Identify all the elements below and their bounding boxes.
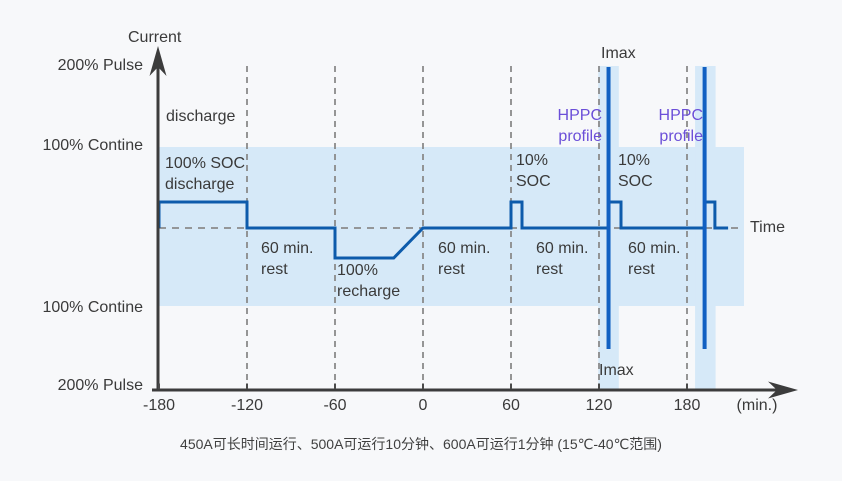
x-tick-label: -60	[323, 397, 347, 414]
x-tick-label: -180	[142, 397, 176, 414]
axis-arrow-up-icon	[149, 46, 167, 76]
annotation-imax-bottom: Imax	[599, 362, 634, 379]
axis-arrow-right-icon	[768, 381, 798, 399]
x-tick-label: -120	[230, 397, 264, 414]
annotation-rest3: 60 min. rest	[536, 240, 589, 278]
annotation-discharge: discharge	[166, 108, 236, 125]
y-axis-label: 200% Pulse	[57, 377, 143, 394]
annotation-rest1: 60 min. rest	[261, 240, 314, 278]
x-tick-label: 180	[673, 397, 701, 414]
x-tick-label: 0	[418, 397, 428, 414]
y-axis-label: 100% Contine	[42, 137, 143, 154]
annotation-rest4: 60 min. rest	[628, 240, 681, 278]
annotation-hppc1: HPPC profile	[557, 107, 602, 145]
footnote-caption: 450A可长时间运行、500A可运行10分钟、600A可运行1分钟 (15℃-4…	[180, 436, 662, 452]
annotation-hppc2: HPPC profile	[658, 107, 703, 145]
y-axis-title: Current	[128, 29, 182, 46]
imax-spikes	[606, 67, 707, 349]
annotation-soc10-2: 10% SOC	[618, 152, 653, 190]
x-tick-label: 60	[502, 397, 520, 414]
x-axis-unit-label: (min.)	[736, 397, 778, 414]
annotation-recharge: 100% recharge	[337, 262, 401, 300]
y-axis-label: 200% Pulse	[57, 57, 143, 74]
annotation-imax-top: Imax	[601, 45, 636, 62]
x-axis-title: Time	[750, 219, 785, 236]
annotation-soc10-1: 10% SOC	[516, 152, 551, 190]
x-tick-label: 120	[585, 397, 613, 414]
y-axis-label: 100% Contine	[42, 299, 143, 316]
annotation-soc-discharge: 100% SOC discharge	[165, 155, 246, 193]
axes	[149, 46, 798, 399]
annotation-rest2: 60 min. rest	[438, 240, 491, 278]
